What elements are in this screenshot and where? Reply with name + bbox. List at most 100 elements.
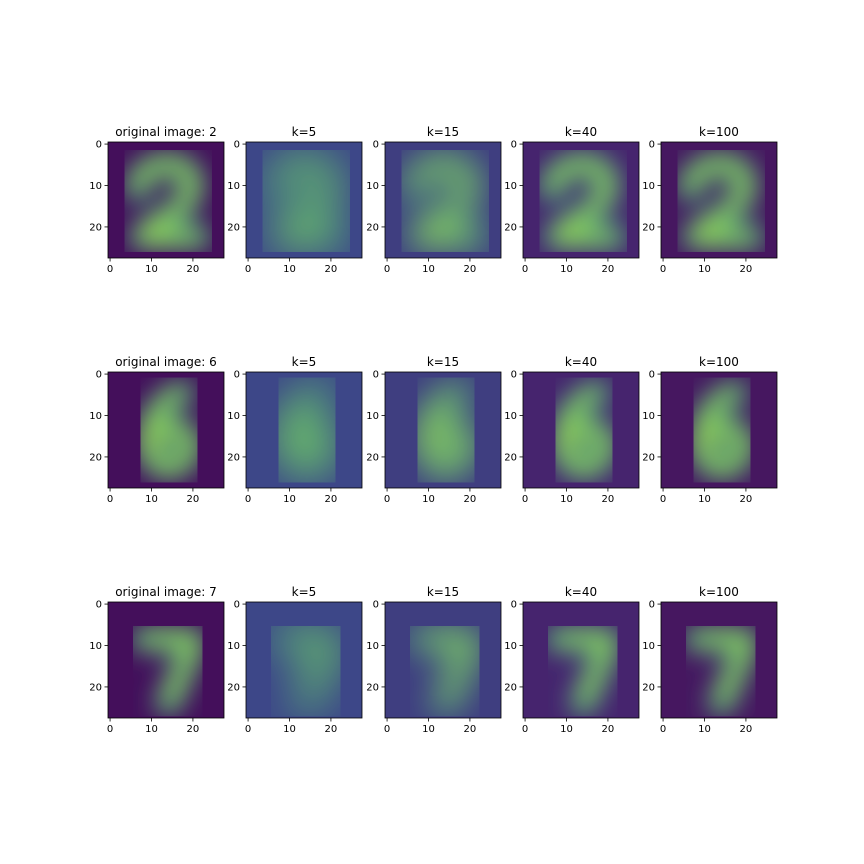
image-panel: 0 10 20 0 10 20 k=15 bbox=[366, 355, 502, 505]
x-tick-label: 10 bbox=[560, 264, 573, 275]
axes-frame bbox=[384, 601, 502, 719]
y-tick-label: 0 bbox=[373, 600, 379, 611]
digit-stroke-highlight bbox=[139, 635, 196, 707]
y-tick-label: 10 bbox=[366, 411, 379, 422]
axes-frame bbox=[660, 371, 778, 489]
image-panel: 0 10 20 0 10 20 k=15 bbox=[366, 585, 502, 735]
y-tick-label: 0 bbox=[511, 370, 517, 381]
digit-stroke-highlight bbox=[554, 635, 611, 707]
y-tick-label: 0 bbox=[234, 140, 240, 151]
x-tick-label: 0 bbox=[660, 724, 666, 735]
x-tick-label: 20 bbox=[325, 494, 338, 505]
x-tick-label: 20 bbox=[740, 494, 753, 505]
x-tick-label: 20 bbox=[740, 724, 753, 735]
y-tick-label: 20 bbox=[227, 452, 240, 463]
x-tick-label: 0 bbox=[522, 264, 528, 275]
image-panel: 0 10 20 0 10 20 k=5 bbox=[227, 355, 363, 505]
y-tick-label: 20 bbox=[366, 222, 379, 233]
x-tick-label: 20 bbox=[602, 724, 615, 735]
x-tick-label: 10 bbox=[422, 494, 435, 505]
digit-stroke-highlight bbox=[686, 161, 756, 241]
x-tick-label: 0 bbox=[107, 264, 113, 275]
panel-title-k: k=100 bbox=[699, 125, 739, 139]
panel-title-k: k=40 bbox=[565, 125, 597, 139]
x-tick-label: 10 bbox=[283, 264, 296, 275]
x-tick-label: 20 bbox=[464, 494, 477, 505]
panel-title-k: k=15 bbox=[427, 125, 459, 139]
image-panel: 0 10 20 0 10 20 k=5 bbox=[227, 585, 363, 735]
y-tick-label: 10 bbox=[89, 411, 102, 422]
digit-stroke-highlight bbox=[692, 635, 749, 707]
x-tick-label: 0 bbox=[660, 264, 666, 275]
digit-stroke-highlight bbox=[560, 389, 608, 471]
axes-frame bbox=[245, 371, 363, 489]
x-tick-label: 0 bbox=[107, 494, 113, 505]
x-tick-label: 20 bbox=[740, 264, 753, 275]
y-tick-label: 10 bbox=[227, 641, 240, 652]
x-tick-label: 20 bbox=[325, 724, 338, 735]
x-tick-label: 20 bbox=[325, 264, 338, 275]
image-panel: 0 10 20 0 10 20 original image: 2 bbox=[89, 125, 225, 275]
x-tick-label: 0 bbox=[522, 494, 528, 505]
y-tick-label: 10 bbox=[227, 411, 240, 422]
y-tick-label: 10 bbox=[89, 641, 102, 652]
x-tick-label: 10 bbox=[422, 724, 435, 735]
image-panel: 0 10 20 0 10 20 k=40 bbox=[504, 125, 640, 275]
y-tick-label: 0 bbox=[234, 370, 240, 381]
y-tick-label: 0 bbox=[649, 140, 655, 151]
panel-title-k: k=100 bbox=[699, 355, 739, 369]
y-tick-label: 0 bbox=[649, 600, 655, 611]
image-panel: 0 10 20 0 10 20 k=15 bbox=[366, 125, 502, 275]
x-tick-label: 10 bbox=[698, 724, 711, 735]
panel-title-original: original image: 7 bbox=[115, 585, 217, 599]
y-tick-label: 20 bbox=[89, 222, 102, 233]
y-tick-label: 0 bbox=[96, 370, 102, 381]
x-tick-label: 0 bbox=[660, 494, 666, 505]
x-tick-label: 10 bbox=[698, 264, 711, 275]
digit-stroke-highlight bbox=[277, 635, 334, 707]
x-tick-label: 0 bbox=[384, 724, 390, 735]
axes-frame bbox=[522, 371, 640, 489]
x-tick-label: 10 bbox=[560, 724, 573, 735]
panel-title-k: k=5 bbox=[292, 125, 317, 139]
x-tick-label: 0 bbox=[245, 724, 251, 735]
digit-stroke-highlight bbox=[283, 389, 331, 471]
x-tick-label: 10 bbox=[560, 494, 573, 505]
x-tick-label: 20 bbox=[187, 724, 200, 735]
axes-frame bbox=[660, 601, 778, 719]
y-tick-label: 20 bbox=[366, 682, 379, 693]
y-tick-label: 10 bbox=[642, 641, 655, 652]
y-tick-label: 0 bbox=[96, 600, 102, 611]
axes-frame bbox=[384, 371, 502, 489]
x-tick-label: 0 bbox=[245, 494, 251, 505]
panel-title-k: k=100 bbox=[699, 585, 739, 599]
image-panel: 0 10 20 0 10 20 original image: 6 bbox=[89, 355, 225, 505]
panel-title-k: k=15 bbox=[427, 355, 459, 369]
y-tick-label: 20 bbox=[227, 222, 240, 233]
y-tick-label: 0 bbox=[96, 140, 102, 151]
x-tick-label: 20 bbox=[187, 264, 200, 275]
y-tick-label: 20 bbox=[504, 222, 517, 233]
y-tick-label: 10 bbox=[366, 181, 379, 192]
axes-frame bbox=[107, 371, 225, 489]
axes-frame bbox=[107, 601, 225, 719]
y-tick-label: 20 bbox=[504, 452, 517, 463]
x-tick-label: 0 bbox=[522, 724, 528, 735]
panel-title-k: k=40 bbox=[565, 585, 597, 599]
image-panel: 0 10 20 0 10 20 k=100 bbox=[642, 585, 778, 735]
x-tick-label: 10 bbox=[145, 724, 158, 735]
digit-stroke-highlight bbox=[416, 635, 473, 707]
panel-title-k: k=5 bbox=[292, 585, 317, 599]
x-tick-label: 20 bbox=[602, 264, 615, 275]
y-tick-label: 20 bbox=[227, 682, 240, 693]
y-tick-label: 10 bbox=[366, 641, 379, 652]
y-tick-label: 20 bbox=[366, 452, 379, 463]
axes-frame bbox=[245, 601, 363, 719]
y-tick-label: 10 bbox=[504, 181, 517, 192]
x-tick-label: 0 bbox=[384, 494, 390, 505]
y-tick-label: 10 bbox=[642, 411, 655, 422]
y-tick-label: 20 bbox=[642, 682, 655, 693]
y-tick-label: 0 bbox=[373, 140, 379, 151]
image-panel: 0 10 20 0 10 20 k=100 bbox=[642, 125, 778, 275]
